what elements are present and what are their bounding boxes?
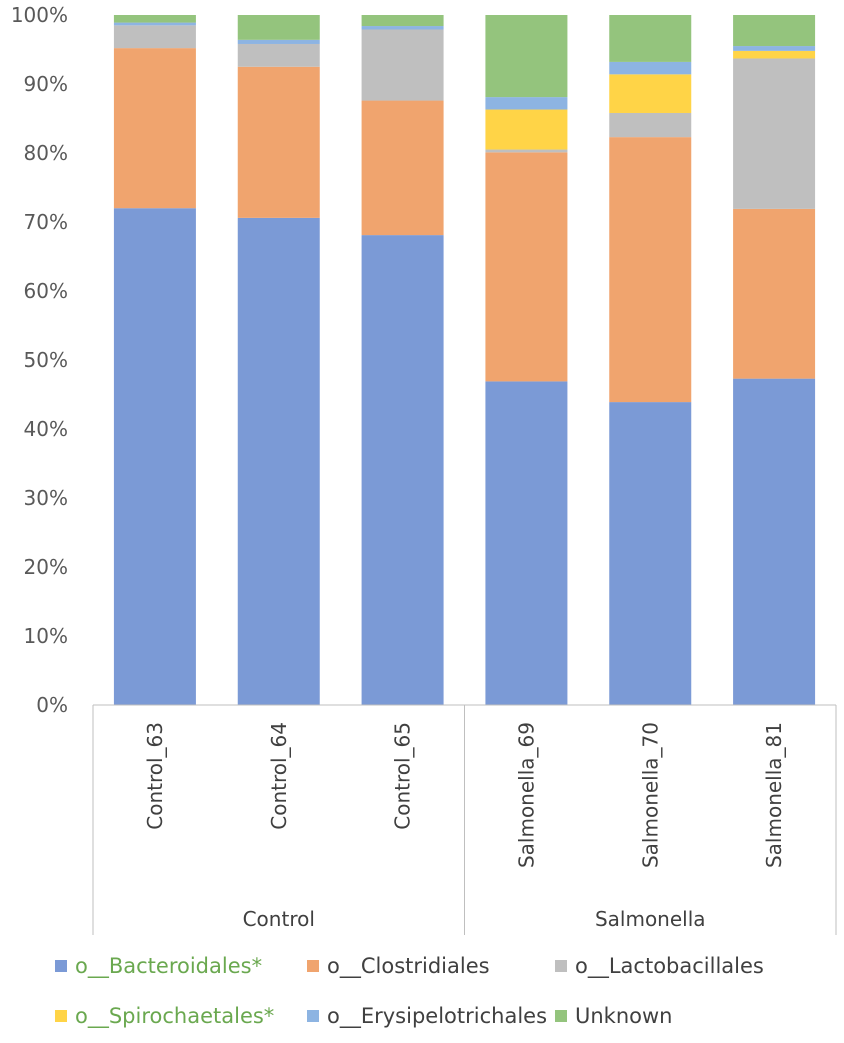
category-label: Control_64 <box>267 722 291 830</box>
bar-segment <box>361 15 444 27</box>
category-label: Salmonella_69 <box>514 722 538 868</box>
y-tick-label: 60% <box>24 279 68 303</box>
bar-segment <box>361 26 444 30</box>
legend-swatch <box>55 960 67 972</box>
bar-segment <box>733 46 816 51</box>
bar-segment <box>237 39 320 44</box>
plot-area <box>113 15 816 706</box>
y-tick-label: 30% <box>24 486 68 510</box>
bar-segment <box>237 15 320 40</box>
bar-segment <box>609 402 692 705</box>
legend-swatch <box>55 1010 67 1022</box>
y-tick-label: 70% <box>24 210 68 234</box>
bar-segment <box>113 25 196 49</box>
bar-segment <box>733 208 816 379</box>
category-label: Salmonella_81 <box>762 722 786 868</box>
y-tick-label: 80% <box>24 141 68 165</box>
legend-label: o__Lactobacillales <box>575 954 764 979</box>
bar-segment <box>361 100 444 236</box>
bar-segment <box>485 152 568 382</box>
bar-segment <box>113 48 196 209</box>
bar-segment <box>609 15 692 62</box>
bar-segment <box>733 378 816 705</box>
bar-segment <box>609 137 692 403</box>
bar-segment <box>237 217 320 706</box>
bar-segment <box>609 61 692 75</box>
bar-segment <box>733 58 816 209</box>
legend-label: o__Clostridiales <box>327 954 490 979</box>
legend-label: o__Bacteroidales* <box>75 954 262 979</box>
bar-segment <box>113 208 196 705</box>
bar-segment <box>485 381 568 705</box>
bar-segment <box>485 97 568 110</box>
bar-segment <box>361 29 444 101</box>
group-label: Control <box>243 907 315 931</box>
y-tick-label: 100% <box>11 3 68 27</box>
bar-segment <box>237 66 320 218</box>
group-label: Salmonella <box>595 907 706 931</box>
legend-swatch <box>307 960 319 972</box>
bar-segment <box>609 112 692 138</box>
bar-segment <box>237 43 320 67</box>
y-axis: 0% 10% 20% 30% 40% 50% 60% 70% 80% 90% 100% <box>11 3 68 717</box>
y-tick-label: 40% <box>24 417 68 441</box>
legend-label: o__Erysipelotrichales <box>327 1004 547 1029</box>
y-tick-label: 0% <box>36 693 68 717</box>
y-tick-label: 10% <box>24 624 68 648</box>
bar-segment <box>733 50 816 59</box>
bar-segment <box>733 15 816 47</box>
bar-segment <box>485 109 568 150</box>
legend-label: o__Spirochaetales* <box>75 1004 274 1029</box>
legend-swatch <box>555 960 567 972</box>
category-label: Control_63 <box>143 722 167 830</box>
legend-swatch <box>555 1010 567 1022</box>
bar-segment <box>485 149 568 153</box>
bar-segment <box>361 235 444 706</box>
y-tick-label: 20% <box>24 555 68 579</box>
legend-swatch <box>307 1010 319 1022</box>
legend-label: Unknown <box>575 1004 672 1028</box>
category-label: Control_65 <box>391 722 415 830</box>
y-tick-label: 50% <box>24 348 68 372</box>
y-tick-label: 90% <box>24 72 68 96</box>
bar-segment <box>485 15 568 98</box>
bar-segment <box>609 74 692 113</box>
bar-segment <box>113 15 196 23</box>
category-label: Salmonella_70 <box>638 722 662 868</box>
legend: o__Bacteroidales* o__Clostridiales o__Lact… <box>55 954 764 1029</box>
bar-segment <box>113 22 196 26</box>
x-axis: Control_63 Control_64 Control_65 Salmonella… <box>92 704 837 935</box>
